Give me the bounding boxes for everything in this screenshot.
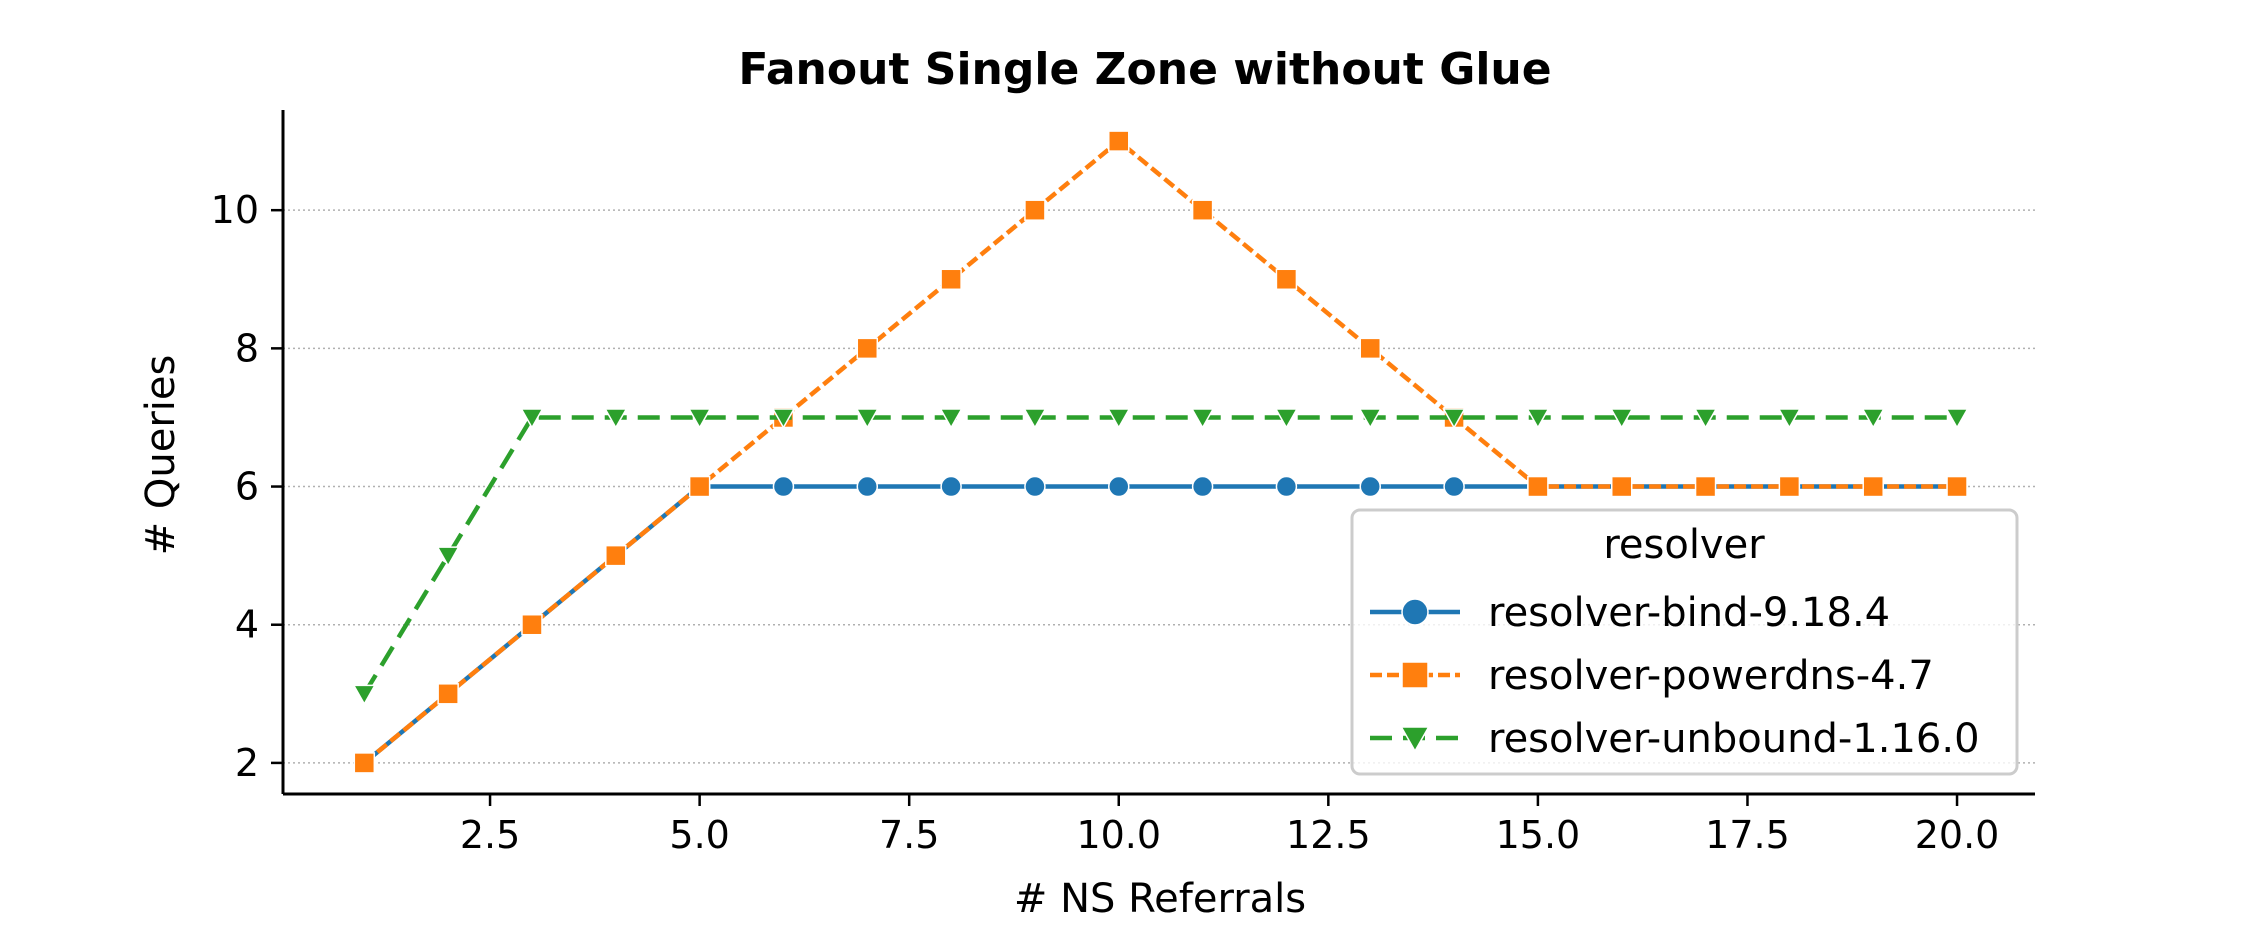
legend-box (1350, 508, 2019, 776)
data-point (1023, 408, 1047, 429)
data-point (1191, 475, 1214, 498)
axes (281, 110, 2035, 796)
data-point (352, 684, 377, 706)
series-3 (352, 408, 1969, 706)
y-tick-label: 4 (235, 603, 259, 647)
data-point (771, 408, 796, 429)
data-point (772, 475, 795, 498)
x-tick-label: 10.0 (1076, 813, 1161, 857)
data-point (1190, 408, 1215, 429)
data-point (1778, 475, 1801, 498)
series-group (352, 130, 1969, 774)
data-point (940, 475, 962, 498)
y-tick-label: 10 (211, 188, 259, 232)
data-point (1024, 475, 1046, 498)
x-tick-label: 2.5 (460, 813, 520, 857)
data-point (688, 475, 711, 498)
x-tick-label: 5.0 (669, 813, 729, 857)
data-point (1359, 475, 1381, 498)
data-point (1609, 408, 1634, 429)
data-point (1861, 408, 1886, 429)
data-point (1693, 408, 1718, 429)
data-point (1359, 337, 1381, 360)
chart-title: Fanout Single Zone without Glue (738, 44, 1551, 95)
data-point (436, 546, 460, 568)
data-point (1443, 475, 1465, 498)
data-point (521, 613, 543, 636)
data-point (605, 544, 627, 567)
data-point (1275, 475, 1298, 498)
data-point (1108, 130, 1130, 152)
data-point (353, 752, 376, 774)
data-point (1946, 475, 1968, 498)
data-point (687, 408, 712, 429)
y-tick-label: 2 (235, 741, 259, 785)
legend-label: resolver-bind-9.18.4 (1488, 590, 1890, 636)
data-point (1191, 199, 1214, 221)
data-point (855, 408, 880, 429)
data-point (1527, 475, 1549, 498)
data-point (856, 337, 879, 360)
data-point (1610, 475, 1633, 498)
data-point (1106, 408, 1131, 429)
y-tick-label: 6 (235, 465, 259, 509)
data-point (1275, 268, 1298, 291)
data-point (1358, 408, 1383, 429)
y-axis-label: # Queries (138, 355, 184, 556)
x-tick-label: 17.5 (1705, 813, 1790, 857)
legend-title: resolver (1603, 522, 1765, 568)
legend-marker (1401, 598, 1429, 626)
series-2 (353, 130, 1968, 774)
x-tick-label: 7.5 (879, 813, 939, 857)
x-tick-label: 12.5 (1286, 813, 1371, 857)
data-point (856, 475, 879, 498)
data-point (1024, 199, 1046, 221)
data-point (1526, 408, 1550, 429)
data-point (1694, 475, 1717, 498)
data-point (1442, 408, 1466, 429)
data-point (1274, 408, 1299, 429)
data-point (1108, 475, 1130, 498)
y-tick-label: 8 (235, 326, 259, 370)
legend-marker (1400, 726, 1430, 753)
data-point (437, 683, 459, 705)
legend-label: resolver-powerdns-4.7 (1488, 653, 1934, 699)
data-point (604, 408, 628, 429)
data-point (520, 408, 544, 429)
legend: resolver resolver-bind-9.18.4 resolver-po… (1350, 508, 2019, 776)
data-point (940, 268, 962, 291)
series-line (362, 138, 1958, 765)
data-point (939, 408, 963, 429)
ticks: 2.5 5.0 7.5 10.0 12.5 15.0 17.5 20.0 2 4 6 8 10 (211, 188, 2000, 857)
legend-label: resolver-unbound-1.16.0 (1488, 716, 1980, 762)
x-tick-label: 20.0 (1915, 813, 2000, 857)
x-tick-label: 15.0 (1496, 813, 1581, 857)
data-point (1945, 408, 1969, 429)
data-point (1862, 475, 1884, 498)
data-point (1777, 408, 1802, 429)
legend-marker (1401, 661, 1429, 689)
x-axis-label: # NS Referrals (1014, 876, 1306, 922)
